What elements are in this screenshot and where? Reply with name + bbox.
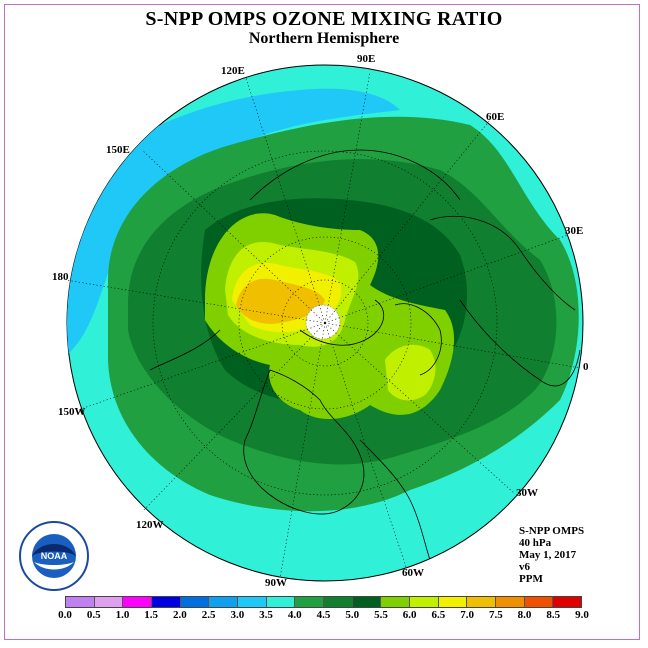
colorbar-tick-label: 1.5	[144, 609, 159, 621]
colorbar-tick-label: 4.0	[287, 609, 302, 621]
lon-label-90e: 90E	[357, 53, 375, 65]
colorbar-segment	[209, 597, 239, 607]
colorbar-segment	[238, 597, 267, 607]
lon-label-30e: 30E	[565, 225, 583, 237]
coastlines	[149, 149, 581, 561]
colorbar	[65, 596, 582, 608]
colorbar-tick-label: 3.5	[259, 609, 273, 621]
colorbar-segment	[553, 597, 582, 607]
info-units: PPM	[519, 573, 543, 585]
colorbar-tick-label: 1.0	[115, 609, 130, 621]
info-block: S-NPP OMPS 40 hPa May 1, 2017 v6 PPM	[519, 525, 584, 585]
colorbar-tick-label: 2.0	[173, 609, 187, 621]
lon-label-30w: 30W	[516, 487, 538, 499]
colorbar-tick-label: 7.5	[488, 609, 503, 621]
info-instrument: S-NPP OMPS	[519, 525, 585, 537]
lon-label-60e: 60E	[486, 111, 504, 123]
colorbar-tick-label: 0.5	[86, 609, 101, 621]
colorbar-segment	[381, 597, 411, 607]
lon-label-120w: 120W	[136, 519, 164, 531]
colorbar-segment	[180, 597, 210, 607]
colorbar-segment	[94, 597, 124, 607]
colorbar-tick-label: 2.5	[201, 609, 216, 621]
ozone-field	[67, 88, 579, 512]
colorbar-segment	[352, 597, 382, 607]
colorbar-segment	[496, 597, 525, 607]
colorbar-tick-label: 6.0	[402, 609, 417, 621]
map-title: S-NPP OMPS OZONE MIXING RATIO	[145, 8, 503, 30]
colorbar-tick-label: 8.0	[517, 609, 532, 621]
colorbar-ticks: 0.0 0.5 1.0 1.5 2.0 2.5 3.0 3.5 4.0 4.5 5.0 5.5 6.0 6…	[58, 609, 589, 623]
lon-label-180: 180	[52, 271, 69, 283]
colorbar-segment	[66, 597, 95, 607]
lon-label-150e: 150E	[106, 144, 130, 156]
colorbar-tick-label: 9.0	[575, 609, 589, 621]
colorbar-segment	[152, 597, 181, 607]
colorbar-tick-label: 5.0	[345, 609, 360, 621]
colorbar-tick-label: 4.5	[316, 609, 331, 621]
ozone-region-6.0-6.5-atlantic	[385, 344, 436, 401]
lon-label-120e: 120E	[221, 65, 245, 77]
colorbar-tick-label: 5.5	[374, 609, 388, 621]
colorbar-segment	[467, 597, 497, 607]
map-subtitle: Northern Hemisphere	[248, 30, 400, 47]
colorbar-segment	[410, 597, 439, 607]
colorbar-segment	[438, 597, 468, 607]
lon-label-0: 0	[583, 361, 589, 373]
noaa-logo-text: NOAA	[41, 551, 68, 561]
colorbar-segment	[123, 597, 153, 607]
info-version: v6	[519, 561, 530, 573]
colorbar-tick-label: 3.0	[230, 609, 245, 621]
colorbar-tick-label: 8.5	[546, 609, 561, 621]
info-level: 40 hPa	[519, 537, 552, 549]
colorbar-tick-label: 7.0	[460, 609, 474, 621]
graticule	[152, 150, 498, 496]
lon-label-60w: 60W	[402, 567, 424, 579]
noaa-logo: NOAA	[19, 521, 89, 591]
colorbar-segment	[524, 597, 554, 607]
lon-label-90w: 90W	[265, 577, 287, 589]
colorbar-tick-label: 0.0	[58, 609, 72, 621]
colorbar-tick-label: 6.5	[431, 609, 446, 621]
ozone-region-7.0-7.5	[236, 278, 325, 324]
colorbar-segment	[295, 597, 325, 607]
info-date: May 1, 2017	[519, 549, 577, 561]
lon-label-150w: 150W	[58, 406, 86, 418]
colorbar-segment	[266, 597, 296, 607]
colorbar-segment	[324, 597, 353, 607]
polar-data-gap	[305, 304, 341, 340]
meridians	[65, 71, 581, 579]
ozone-region-3.0-3.5	[67, 88, 400, 360]
